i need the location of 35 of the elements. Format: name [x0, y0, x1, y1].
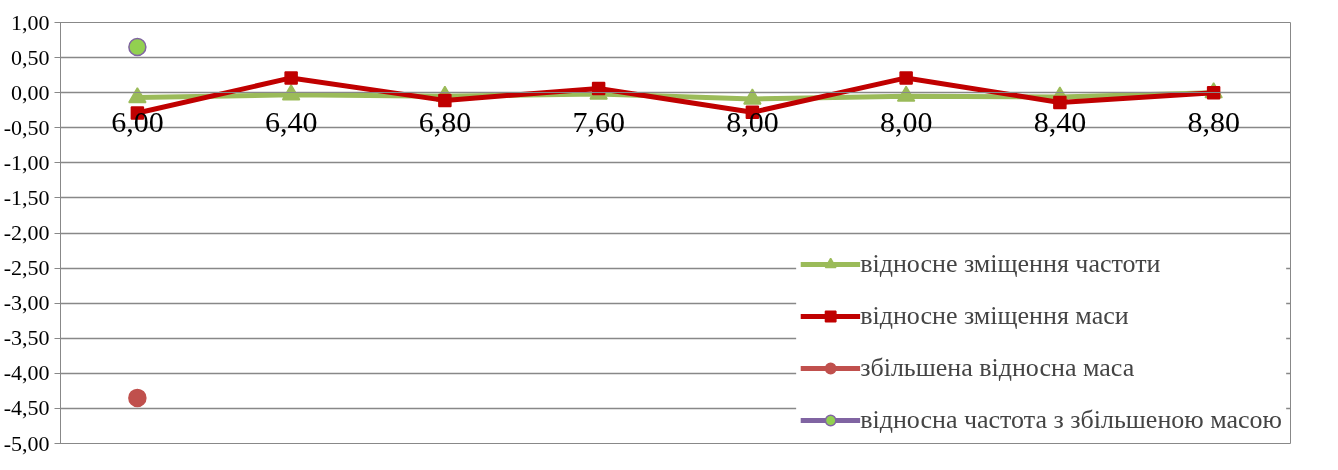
y-tick-label: -5,00 — [3, 430, 50, 456]
legend-label: відносне зміщення маси — [860, 301, 1129, 331]
x-tick-label: 8,80 — [1187, 104, 1240, 138]
legend-label: відносна частота з збільшеною масою — [860, 405, 1282, 435]
legend-label: збільшена відносна маса — [860, 353, 1135, 383]
point — [128, 87, 147, 104]
y-tick-label: -0,50 — [3, 114, 50, 140]
x-tick-label: 6,40 — [264, 104, 318, 138]
y-tick-label: -3,50 — [3, 325, 50, 351]
y-tick-label: -2,00 — [3, 220, 50, 245]
x-tick-label: 8,00 — [879, 104, 933, 138]
x-tick-label: 8,40 — [1033, 104, 1087, 138]
point — [128, 388, 147, 408]
y-tick-label: -4,00 — [3, 360, 50, 386]
y-tick-label: 0,50 — [11, 44, 50, 70]
y-tick-label: -4,50 — [3, 395, 50, 421]
point — [438, 93, 452, 108]
x-tick-label: 7,60 — [572, 104, 625, 138]
point — [743, 88, 762, 105]
legend-label: відносне зміщення частоти — [860, 249, 1161, 279]
y-tick-label: -1,50 — [3, 184, 50, 210]
y-tick-label: -1,00 — [3, 149, 50, 175]
x-tick-label: 6,00 — [111, 104, 164, 138]
point — [899, 71, 913, 85]
y-tick-label: 0,00 — [11, 79, 50, 105]
point — [128, 37, 147, 57]
x-tick-label: 6,80 — [418, 104, 472, 138]
y-tick-label: -3,00 — [3, 290, 50, 316]
point — [896, 85, 916, 102]
point — [281, 84, 301, 101]
point — [284, 71, 298, 85]
x-tick-label: 8,00 — [726, 104, 779, 138]
y-tick-label: -2,50 — [3, 255, 50, 281]
point — [1053, 95, 1067, 110]
y-tick-label: 1,00 — [11, 9, 50, 35]
